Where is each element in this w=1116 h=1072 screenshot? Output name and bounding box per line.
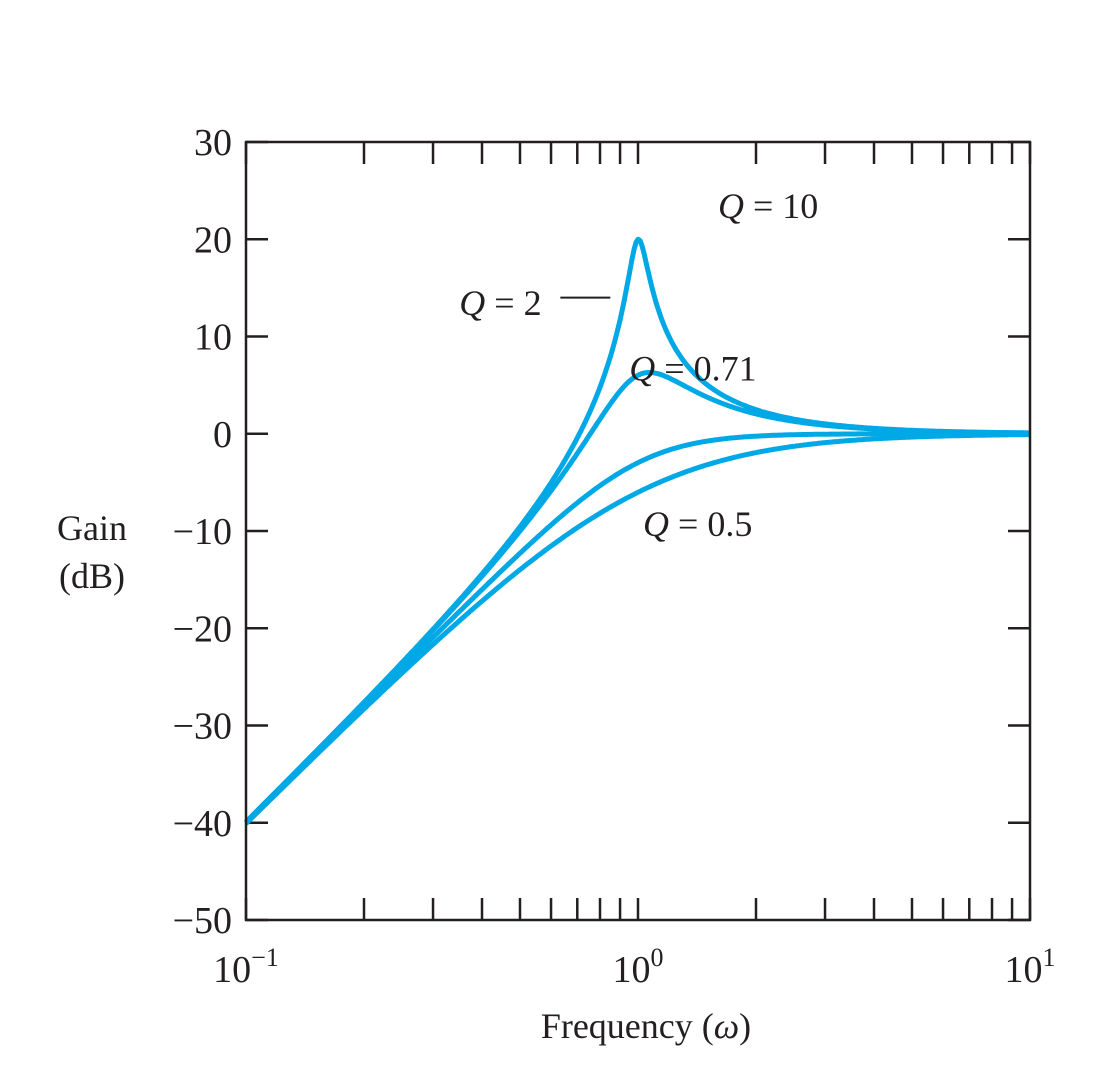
y-tick-label: −30: [173, 706, 232, 748]
y-tick-label: 30: [194, 122, 232, 164]
series-annotation: Q = 0.71: [629, 348, 756, 388]
x-tick-labels: 10−1 100 101: [213, 943, 1055, 991]
plot-frame: [244, 140, 1032, 922]
series-line-q-0-5: [244, 432, 1031, 826]
x-axis-title-suffix: ): [739, 1006, 751, 1046]
series-line-q-0-71: [244, 431, 1031, 825]
series-annotation: Q = 10: [718, 186, 818, 226]
y-axis-title-line1: Gain: [57, 508, 127, 548]
series-line-q-10: [244, 236, 1031, 824]
series-line-q-2: [244, 370, 1031, 824]
y-tick-label: −10: [173, 511, 232, 553]
y-tick-label: −40: [173, 803, 232, 845]
x-axis-title-symbol: ω: [714, 1006, 739, 1046]
series-lines: [244, 236, 1031, 826]
x-tick-label: 101: [1005, 943, 1056, 991]
series-annotation: Q = 0.5: [643, 504, 752, 544]
x-axis-title-prefix: Frequency (: [541, 1006, 714, 1046]
y-tick-labels: 30 20 10 0 −10 −20 −30 −40 −50: [173, 122, 232, 942]
y-tick-label: 10: [194, 317, 232, 359]
tick-marks: [244, 140, 1032, 922]
series-annotations: Q = 10 Q = 2 Q = 0.71 Q = 0.5: [459, 186, 818, 544]
y-tick-label: −50: [173, 900, 232, 942]
series-annotation: Q = 2: [459, 283, 541, 323]
y-axis-title-line2: (dB): [59, 556, 125, 596]
y-tick-label: −20: [173, 608, 232, 650]
x-tick-label: 100: [613, 943, 664, 991]
x-tick-label: 10−1: [213, 943, 279, 991]
y-tick-label: 20: [194, 219, 232, 261]
y-tick-label: 0: [213, 414, 232, 456]
x-axis-title: Frequency (ω): [541, 1006, 751, 1046]
